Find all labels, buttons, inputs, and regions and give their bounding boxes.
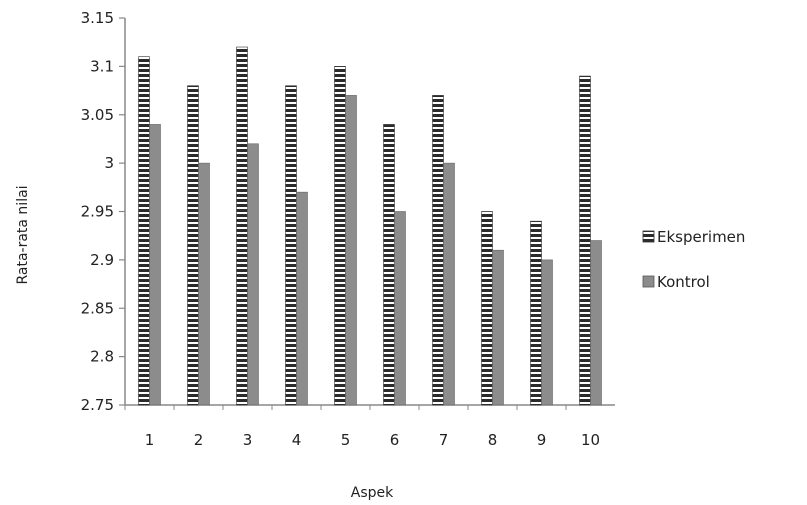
x-tick-label: 3 [243,431,253,449]
x-tick-label: 8 [488,431,498,449]
y-tick-label: 3 [104,154,114,172]
y-tick-label: 2.75 [81,396,114,414]
bar-eksperimen-3 [236,46,248,406]
bar-eksperimen-1 [138,56,150,406]
y-tick-label: 3.15 [81,9,114,27]
x-axis-title: Aspek [351,485,394,501]
bar-kontrol-8 [492,249,504,406]
bar-eksperimen-6 [383,124,395,406]
x-tick-labels: 1 2 3 4 5 6 7 8 9 10 [124,405,600,449]
y-axis-title: Rata-rata nilai [15,185,31,284]
legend: Eksperimen Kontrol [642,228,745,291]
legend-label-eksperimen: Eksperimen [657,228,745,246]
bar-eksperimen-9 [530,220,542,406]
x-tick-label: 4 [292,431,302,449]
bar-kontrol-2 [198,162,210,406]
bar-kontrol-10 [590,240,602,406]
x-tick-label: 2 [194,431,204,449]
bar-kontrol-1 [149,124,161,406]
x-tick-label: 5 [341,431,351,449]
legend-swatch-eksperimen [642,230,655,243]
y-tick-label: 2.9 [90,251,114,269]
bar-eksperimen-7 [432,95,444,406]
y-tick-label: 3.1 [90,57,114,75]
bar-kontrol-4 [296,191,308,406]
bar-eksperimen-4 [285,85,297,406]
x-tick-label: 7 [439,431,449,449]
bars [138,46,602,406]
y-tick-label: 2.8 [90,348,114,366]
x-tick-label: 9 [537,431,547,449]
bar-eksperimen-2 [187,85,199,406]
bar-eksperimen-8 [481,211,493,406]
legend-label-kontrol: Kontrol [657,273,710,291]
y-tick-labels: 2.75 2.8 2.85 2.9 2.95 3 3.05 3.1 3.15 [81,9,125,414]
x-tick-label: 10 [581,431,600,449]
bar-kontrol-7 [443,162,455,406]
y-tick-label: 2.95 [81,203,114,221]
x-tick-label: 1 [145,431,155,449]
y-tick-label: 3.05 [81,106,114,124]
y-tick-label: 2.85 [81,299,114,317]
bar-kontrol-9 [541,259,553,406]
legend-swatch-kontrol [642,275,655,288]
bar-eksperimen-5 [334,66,346,406]
x-tick-label: 6 [390,431,400,449]
bar-kontrol-3 [247,143,259,406]
bar-kontrol-6 [394,211,406,406]
bar-eksperimen-10 [579,75,591,406]
bar-kontrol-5 [345,95,357,406]
